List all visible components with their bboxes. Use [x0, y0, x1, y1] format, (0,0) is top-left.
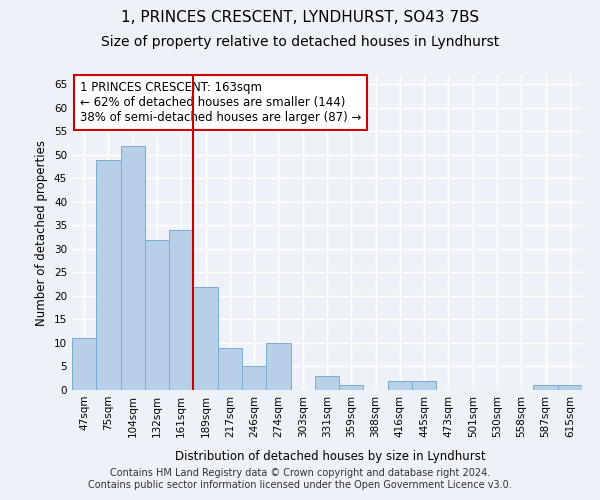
- Text: 1, PRINCES CRESCENT, LYNDHURST, SO43 7BS: 1, PRINCES CRESCENT, LYNDHURST, SO43 7BS: [121, 10, 479, 25]
- Bar: [193, 286, 218, 390]
- Text: Contains HM Land Registry data © Crown copyright and database right 2024.
Contai: Contains HM Land Registry data © Crown c…: [88, 468, 512, 490]
- Bar: [412, 380, 436, 390]
- Text: Distribution of detached houses by size in Lyndhurst: Distribution of detached houses by size …: [175, 450, 485, 463]
- Bar: [533, 386, 558, 390]
- Bar: [242, 366, 266, 390]
- Bar: [339, 386, 364, 390]
- Bar: [388, 380, 412, 390]
- Bar: [266, 343, 290, 390]
- Bar: [169, 230, 193, 390]
- Bar: [145, 240, 169, 390]
- Text: Size of property relative to detached houses in Lyndhurst: Size of property relative to detached ho…: [101, 35, 499, 49]
- Bar: [218, 348, 242, 390]
- Text: 1 PRINCES CRESCENT: 163sqm
← 62% of detached houses are smaller (144)
38% of sem: 1 PRINCES CRESCENT: 163sqm ← 62% of deta…: [80, 82, 361, 124]
- Bar: [121, 146, 145, 390]
- Bar: [72, 338, 96, 390]
- Bar: [96, 160, 121, 390]
- Bar: [558, 386, 582, 390]
- Y-axis label: Number of detached properties: Number of detached properties: [35, 140, 49, 326]
- Bar: [315, 376, 339, 390]
